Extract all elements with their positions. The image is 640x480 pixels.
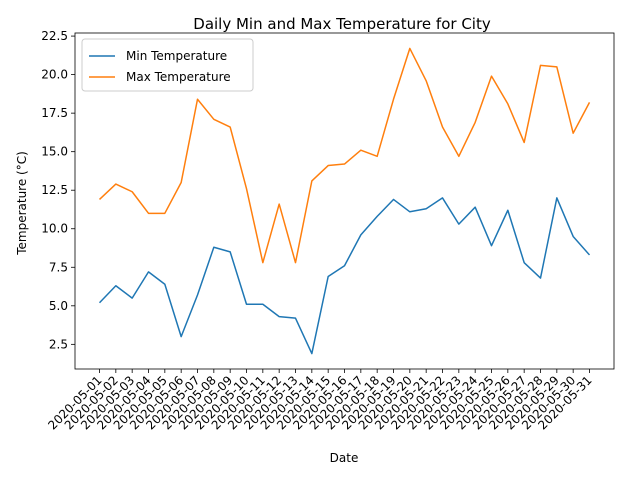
y-tick-label: 5.0: [49, 299, 68, 313]
y-tick-label: 22.5: [41, 29, 68, 43]
y-axis-ticks: 2.5 5.0 7.5 10.0 12.5 15.0 17.5 20.0 22.5: [41, 29, 75, 351]
y-tick-label: 17.5: [41, 106, 68, 120]
series-layer: [98, 47, 591, 355]
legend-label-max: Max Temperature: [126, 70, 231, 84]
y-tick-label: 2.5: [49, 337, 68, 351]
legend-label-min: Min Temperature: [126, 49, 227, 63]
y-tick-label: 20.0: [41, 68, 68, 82]
chart-title: Daily Min and Max Temperature for City: [193, 15, 491, 33]
y-tick-label: 10.0: [41, 222, 68, 236]
series-line-max: [98, 47, 591, 264]
y-axis-label: Temperature (°C): [15, 151, 29, 256]
x-axis-ticks: 2020-05-012020-05-022020-05-032020-05-04…: [45, 369, 595, 432]
y-tick-label: 12.5: [41, 183, 68, 197]
series-line-min: [98, 197, 591, 355]
x-axis-label: Date: [330, 451, 359, 465]
y-tick-label: 15.0: [41, 145, 68, 159]
y-tick-label: 7.5: [49, 260, 68, 274]
legend-box: [81, 38, 254, 92]
legend: Min Temperature Max Temperature: [81, 38, 254, 92]
